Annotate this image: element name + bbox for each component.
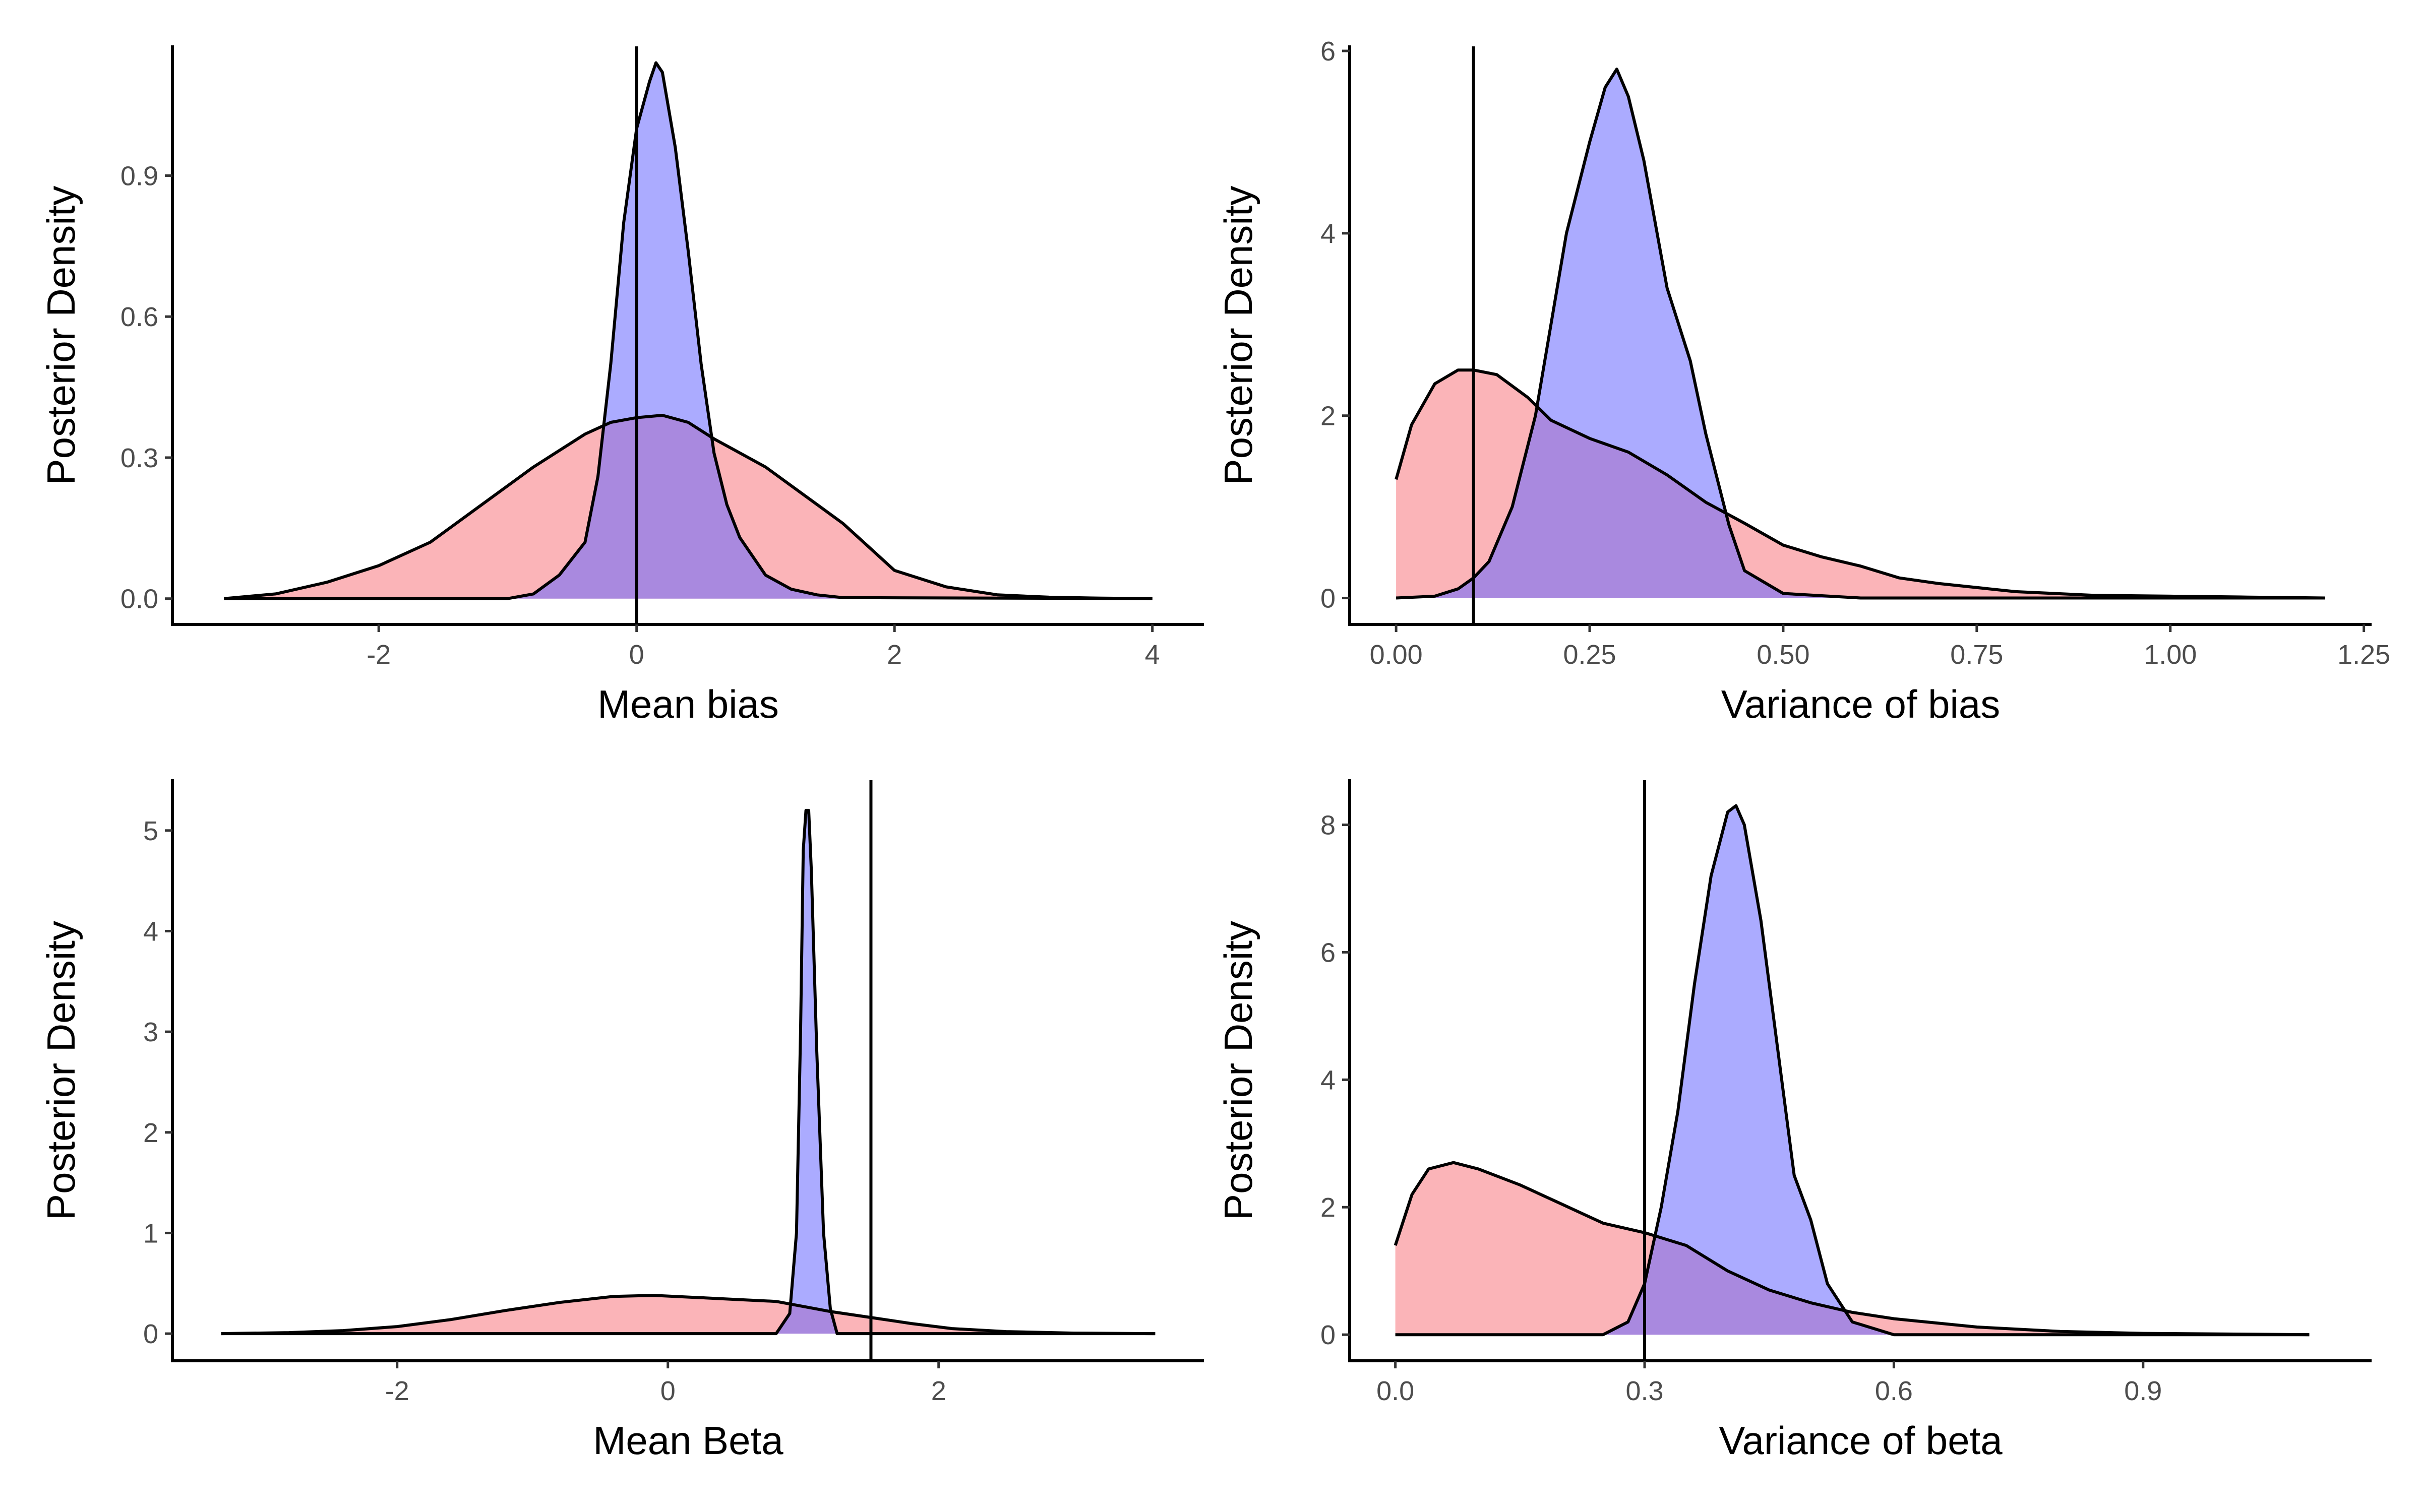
y-tick-label: 0.0 (120, 584, 158, 614)
y-axis-title: Posterior Density (1216, 921, 1260, 1220)
density-panel-1: -2 0 2 4 0.0 0.3 0.6 0.9 Mean bias Posterior Dens… (39, 45, 1204, 726)
density-line-1 (221, 1294, 1156, 1336)
density-area-2 (1396, 69, 2325, 598)
y-tick-label: 0.6 (120, 302, 158, 332)
x-axis-title: Variance of beta (1719, 1418, 2003, 1463)
x-axis-title: Mean Beta (593, 1418, 783, 1463)
density-area-1 (221, 1295, 1156, 1334)
density-line-2 (1396, 68, 2325, 600)
y-tick-label: 2 (143, 1118, 158, 1148)
y-tick-label: 0.3 (120, 443, 158, 473)
density-line-1 (1395, 368, 2325, 600)
y-tick-label: 8 (1320, 810, 1336, 841)
y-tick-label: 2 (1320, 401, 1336, 431)
density-panel-3: -2 0 2 0 1 2 3 4 5 Mean Beta Posterior Density (39, 779, 1204, 1463)
y-tick-label: 2 (1320, 1192, 1336, 1223)
x-tick-label: -2 (367, 640, 391, 670)
y-tick-label: 0.9 (120, 161, 158, 191)
x-tick-label: 2 (887, 640, 902, 670)
y-tick-label: 0 (143, 1319, 158, 1349)
density-panel-2: 0.00 0.25 0.50 0.75 1.00 1.25 0 2 4 6 Variance of … (1216, 36, 2390, 726)
density-area-2 (224, 62, 1153, 599)
x-axis-title: Mean bias (597, 682, 779, 726)
x-tick-label: 0.3 (1625, 1376, 1663, 1406)
x-tick-label: 0.75 (1950, 640, 2003, 670)
x-tick-label: 0.00 (1370, 640, 1423, 670)
x-tick-label: 0.6 (1875, 1376, 1913, 1406)
y-tick-label: 0 (1320, 584, 1336, 614)
y-axis-title: Posterior Density (39, 921, 83, 1220)
x-tick-label: 4 (1145, 640, 1160, 670)
y-axis-title: Posterior Density (39, 186, 83, 485)
density-line-2 (221, 808, 1156, 1336)
x-tick-label: -2 (385, 1376, 409, 1406)
y-tick-label: 6 (1320, 36, 1336, 67)
density-area-2 (221, 810, 1156, 1334)
y-tick-label: 3 (143, 1017, 158, 1047)
density-panel-4: 0.0 0.3 0.6 0.9 0 2 4 6 8 Variance of beta Posteri… (1216, 779, 2372, 1463)
density-line-2 (224, 61, 1153, 600)
x-tick-label: 0.50 (1757, 640, 1809, 670)
x-tick-label: 0 (660, 1376, 676, 1406)
y-tick-label: 0 (1320, 1320, 1336, 1350)
y-tick-label: 1 (143, 1218, 158, 1248)
x-tick-label: 1.00 (2144, 640, 2197, 670)
density-area-1 (1395, 1162, 2310, 1335)
x-tick-label: 1.25 (2337, 640, 2390, 670)
y-tick-label: 4 (1320, 219, 1336, 249)
x-tick-label: 2 (931, 1376, 946, 1406)
density-line-1 (1394, 1161, 2310, 1337)
x-tick-label: 0.9 (2124, 1376, 2162, 1406)
y-tick-label: 4 (1320, 1065, 1336, 1095)
density-line-1 (224, 414, 1153, 600)
y-axis-title: Posterior Density (1216, 186, 1260, 485)
x-tick-label: 0.0 (1376, 1376, 1414, 1406)
x-tick-label: 0 (629, 640, 644, 670)
y-tick-label: 4 (143, 916, 158, 947)
x-axis-title: Variance of bias (1721, 682, 2001, 726)
y-tick-label: 6 (1320, 937, 1336, 968)
x-tick-label: 0.25 (1563, 640, 1616, 670)
y-tick-label: 5 (143, 816, 158, 846)
